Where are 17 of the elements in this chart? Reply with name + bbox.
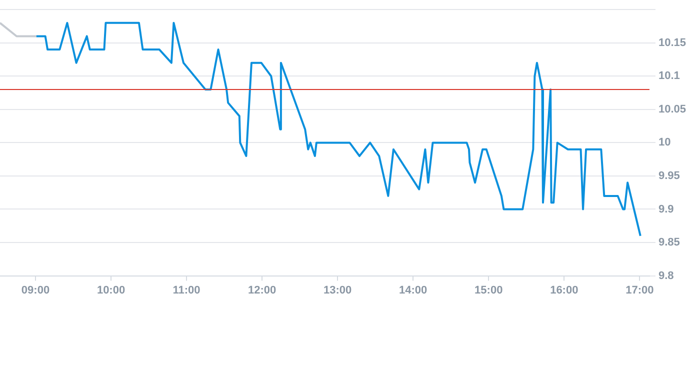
- x-tick-label: 17:00: [626, 284, 654, 296]
- x-tick-label: 14:00: [399, 284, 428, 296]
- y-tick-label: 9.85: [658, 236, 680, 249]
- x-tick-label: 13:00: [324, 284, 352, 296]
- y-tick-label: 9.95: [658, 170, 680, 182]
- x-tick-label: 15:00: [474, 284, 503, 296]
- y-tick-label: 10.05: [658, 103, 686, 116]
- x-tick-label: 10:00: [96, 284, 126, 296]
- x-tick-label: 16:00: [550, 284, 578, 296]
- y-tick-label: 10.1: [658, 70, 680, 82]
- x-tick-label: 09:00: [21, 284, 50, 296]
- y-tick-label: 9.9: [658, 203, 674, 216]
- y-tick-label: 10.15: [658, 36, 686, 49]
- x-tick-label: 12:00: [248, 284, 276, 296]
- y-tick-label: 9.8: [658, 270, 674, 282]
- x-tick-label: 11:00: [172, 284, 200, 296]
- y-tick-label: 10: [658, 136, 671, 149]
